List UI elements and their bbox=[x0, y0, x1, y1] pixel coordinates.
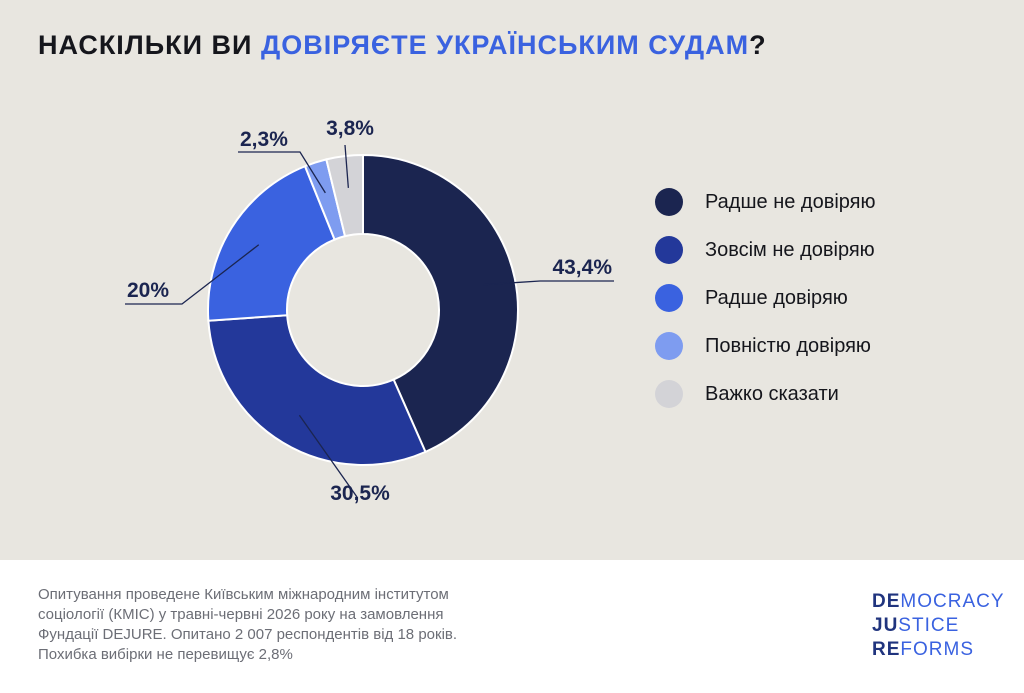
legend-item: Зовсім не довіряю bbox=[655, 226, 876, 274]
survey-note-line: Опитування проведене Київським міжнародн… bbox=[38, 586, 449, 603]
leader-line bbox=[344, 144, 349, 188]
leader-line bbox=[298, 414, 358, 498]
data-label: 30,5% bbox=[330, 482, 390, 505]
page-title: НАСКІЛЬКИ ВИ ДОВІРЯЄТЕ УКРАЇНСЬКИМ СУДАМ… bbox=[38, 30, 767, 61]
survey-note: Опитування проведене Київським міжнародн… bbox=[38, 585, 558, 665]
donut-chart: 43,4% 30,5% 20% 2,3% 3,8% bbox=[125, 117, 614, 505]
democracy-justice-reforms-logo: DEMOCRACY JUSTICE REFORMS bbox=[872, 590, 1005, 662]
data-label: 20% bbox=[127, 279, 169, 302]
data-label: 2,3% bbox=[240, 128, 288, 151]
legend-label: Радше довіряю bbox=[705, 286, 848, 309]
logo-line: JUSTICE bbox=[872, 615, 960, 636]
legend-label: Зовсім не довіряю bbox=[705, 238, 875, 261]
legend-label: Радше не довіряю bbox=[705, 190, 876, 213]
donut-slice bbox=[325, 153, 364, 238]
legend-item: Радше не довіряю bbox=[655, 178, 876, 226]
title-prefix: НАСКІЛЬКИ ВИ bbox=[38, 30, 261, 60]
legend-item: Повністю довіряю bbox=[655, 322, 876, 370]
legend-swatch bbox=[655, 188, 683, 216]
title-suffix: ? bbox=[749, 30, 767, 60]
data-label: 43,4% bbox=[552, 256, 612, 279]
logo-line: DEMOCRACY bbox=[872, 591, 1005, 612]
legend-swatch bbox=[655, 284, 683, 312]
leader-line bbox=[238, 151, 326, 194]
leader-line bbox=[483, 280, 614, 286]
donut-slice bbox=[362, 153, 519, 454]
legend-swatch bbox=[655, 380, 683, 408]
legend-label: Повністю довіряю bbox=[705, 334, 871, 357]
survey-note-line: Похибка вибірки не перевищує 2,8% bbox=[38, 646, 293, 663]
survey-note-line: соціології (КМІС) у травні-червні 2026 р… bbox=[38, 606, 444, 623]
data-label: 3,8% bbox=[326, 117, 374, 140]
donut-slice bbox=[207, 314, 427, 466]
survey-note-line: Фундації DEJURE. Опитано 2 007 респонден… bbox=[38, 626, 458, 643]
chart-area: НАСКІЛЬКИ ВИ ДОВІРЯЄТЕ УКРАЇНСЬКИМ СУДАМ… bbox=[38, 30, 876, 505]
legend-label: Важко сказати bbox=[705, 382, 839, 405]
legend-swatch bbox=[655, 236, 683, 264]
logo-line: REFORMS bbox=[872, 639, 975, 660]
chart-legend: Радше не довіряю Зовсім не довіряю Радше д… bbox=[655, 178, 876, 418]
footer: Опитування проведене Київським міжнародн… bbox=[0, 560, 1024, 693]
title-highlight: ДОВІРЯЄТЕ УКРАЇНСЬКИМ СУДАМ bbox=[260, 30, 750, 60]
leader-line bbox=[125, 244, 260, 305]
legend-item: Важко сказати bbox=[655, 370, 876, 418]
legend-item: Радше довіряю bbox=[655, 274, 876, 322]
legend-swatch bbox=[655, 332, 683, 360]
donut-slice bbox=[207, 164, 336, 322]
